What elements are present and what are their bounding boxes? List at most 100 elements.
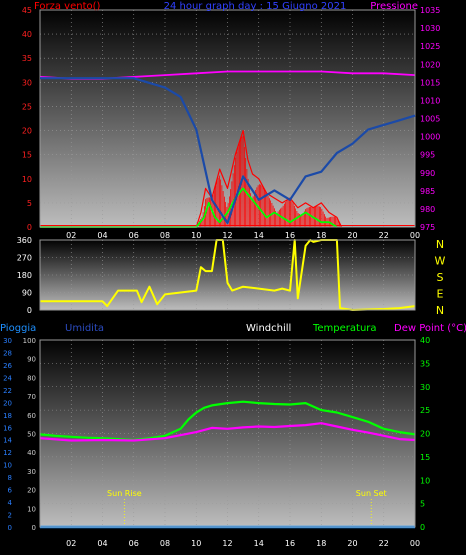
temperature-line	[39, 400, 416, 442]
x-tick-label: 18	[316, 539, 326, 548]
wind-tick-label: 20	[22, 127, 32, 136]
x-tick-label: 04	[97, 539, 107, 548]
temperature-tick-label: 15	[420, 453, 430, 462]
wind-axis-ticks: 0 5 10 15 20 25 30 35 40 45	[22, 6, 32, 232]
pressure-tick-label: 995	[420, 151, 435, 160]
pressure-tick-label: 980	[420, 205, 435, 214]
x-tick-label: 08	[160, 539, 170, 548]
wind-tick-label: 15	[22, 151, 32, 160]
wind-tick-label: 30	[22, 78, 32, 87]
temperature-tick-label: 35	[420, 359, 430, 368]
humidity-tick-label: 70	[27, 393, 36, 401]
humidity-tick-label: 80	[27, 374, 36, 382]
wind-tick-label: 40	[22, 30, 32, 39]
wind-title: Forza vento()	[34, 1, 101, 12]
compass-label: S	[437, 271, 444, 284]
pressure-tick-label: 975	[420, 223, 435, 232]
direction-tick-label: 180	[17, 271, 32, 280]
dewpoint-line	[39, 422, 416, 442]
graph-date-title: 24 hour graph day : 15 Giugno 2021	[164, 1, 347, 12]
x-tick-label: 22	[379, 231, 389, 240]
x-tick-label: 20	[347, 231, 357, 240]
rain-tick-label: 12	[3, 449, 12, 457]
humidity-tick-label: 90	[27, 356, 36, 364]
pressure-tick-label: 1010	[420, 96, 440, 105]
x-tick-label: 12	[222, 539, 232, 548]
rain-tick-label: 10	[3, 462, 12, 470]
direction-tick-label: 270	[17, 254, 32, 263]
sun-marker-label: Sun Rise	[107, 489, 142, 498]
x-tick-label: 20	[347, 539, 357, 548]
temperature-tick-label: 0	[420, 523, 425, 532]
x-tick-label: 00	[410, 231, 420, 240]
x-tick-label: 12	[222, 231, 232, 240]
humidity-tick-label: 30	[27, 468, 36, 476]
x-tick-label: 14	[254, 231, 264, 240]
wind-tick-label: 35	[22, 54, 32, 63]
humidity-tick-label: 10	[27, 505, 36, 513]
wind-tick-label: 25	[22, 102, 32, 111]
pressure-tick-label: 1020	[420, 60, 440, 69]
pressure-tick-label: 1000	[420, 133, 440, 142]
x-tick-label: 16	[285, 539, 295, 548]
windchill-title: Windchill	[246, 323, 291, 334]
direction-axis-ticks: 0 90 180 270 360	[17, 236, 32, 315]
x-tick-label: 22	[379, 539, 389, 548]
wind-tick-label: 10	[22, 175, 32, 184]
temperature-grid	[40, 340, 416, 527]
temperature-axis-ticks: 0 5 10 15 20 25 30 35 40	[420, 336, 430, 532]
x-tick-label: 00	[410, 539, 420, 548]
compass-label: N	[436, 238, 444, 251]
humidity-tick-label: 0	[32, 524, 36, 532]
rain-tick-label: 4	[8, 499, 13, 507]
pressure-tick-label: 1035	[420, 6, 440, 15]
pressure-tick-label: 1030	[420, 24, 440, 33]
pressure-tick-label: 1025	[420, 42, 440, 51]
x-tick-label: 02	[66, 539, 76, 548]
humidity-tick-label: 20	[27, 487, 36, 495]
dewpoint-title: Dew Point (°C)	[394, 323, 466, 334]
humidity-tick-label: 50	[27, 431, 36, 439]
x-tick-label: 18	[316, 231, 326, 240]
rain-tick-label: 8	[8, 474, 12, 482]
humidity-tick-label: 40	[27, 449, 36, 457]
wind-average-line	[40, 187, 338, 228]
pressure-tick-label: 1015	[420, 78, 440, 87]
wind-pressure-grid	[40, 9, 416, 227]
wind-tick-label: 5	[27, 199, 32, 208]
rain-tick-label: 0	[8, 524, 12, 532]
humidity-line	[40, 77, 416, 225]
x-tick-label: 14	[254, 539, 264, 548]
temperature-tick-label: 40	[420, 336, 430, 345]
rain-tick-label: 28	[3, 349, 12, 357]
sun-markers: Sun Rise Sun Set	[107, 489, 387, 527]
wind-pressure-series	[39, 70, 416, 228]
temperature-tick-label: 5	[420, 500, 425, 509]
humidity-title: Umidita	[65, 323, 104, 334]
humidity-tick-label: 60	[27, 412, 36, 420]
temperature-x-axis-ticks: 02 04 06 08 10 12 14 16 18 20 22 00	[66, 539, 420, 548]
rain-tick-label: 18	[3, 412, 12, 420]
rain-tick-label: 6	[8, 487, 13, 495]
temperature-tick-label: 30	[420, 383, 430, 392]
x-tick-label: 04	[97, 231, 107, 240]
pressure-title: Pressione	[370, 1, 418, 12]
rain-tick-label: 2	[8, 512, 12, 520]
rain-tick-label: 16	[3, 424, 12, 432]
sun-marker-label: Sun Set	[356, 489, 387, 498]
direction-tick-label: 0	[27, 306, 32, 315]
x-tick-label: 06	[129, 231, 139, 240]
rain-tick-label: 22	[3, 387, 12, 395]
rain-tick-label: 26	[3, 362, 12, 370]
rain-tick-label: 14	[3, 437, 12, 445]
wind-x-axis-ticks: 02 04 06 08 10 12 14 16 18 20 22 00	[66, 231, 420, 240]
rain-tick-label: 30	[3, 337, 12, 345]
pressure-tick-label: 985	[420, 187, 435, 196]
x-tick-label: 10	[191, 539, 201, 548]
wind-tick-label: 0	[27, 223, 32, 232]
humidity-tick-label: 100	[23, 337, 36, 345]
direction-tick-label: 360	[17, 236, 32, 245]
